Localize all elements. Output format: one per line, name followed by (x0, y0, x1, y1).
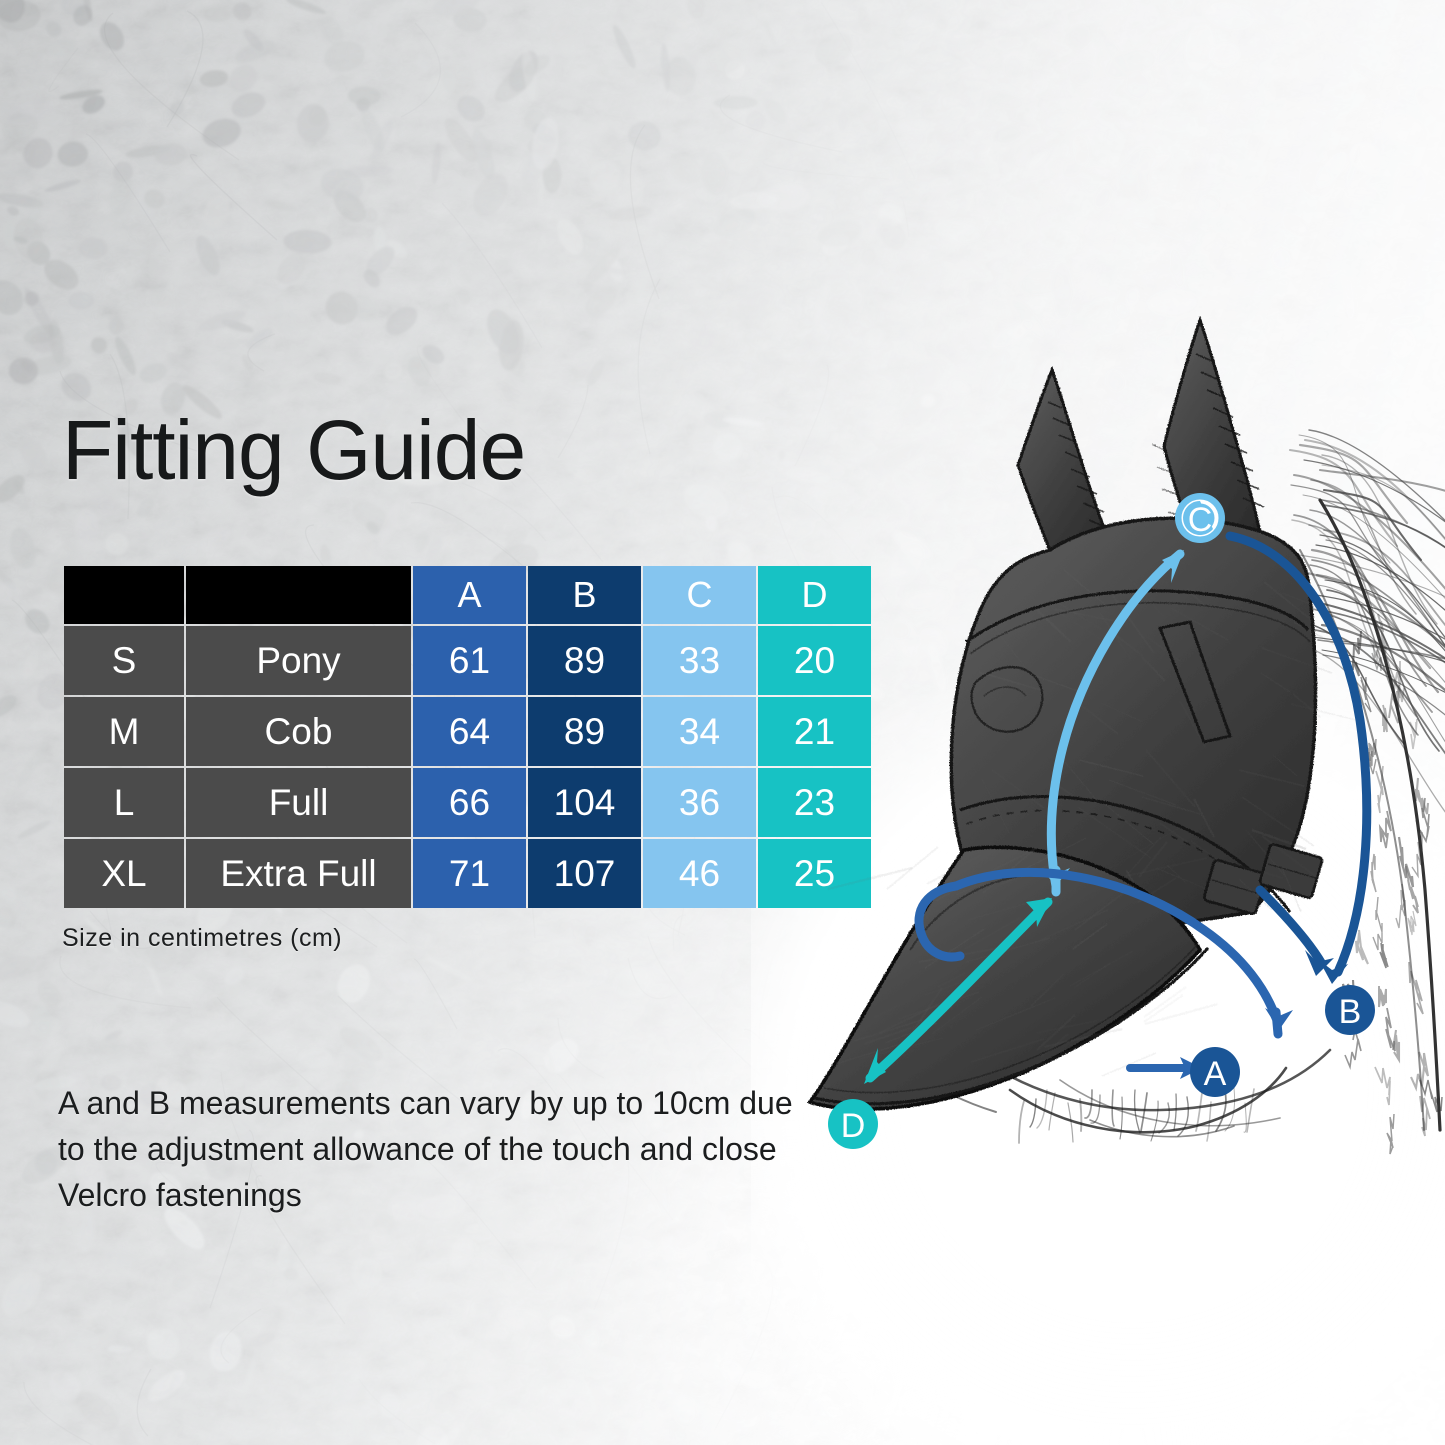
cell-size: S (64, 626, 184, 695)
cell-size: XL (64, 839, 184, 908)
header-measure-b: B (528, 566, 641, 624)
table-row: L Full 66 104 36 23 (64, 768, 871, 837)
marker-c: C (1175, 493, 1225, 543)
cell-d: 23 (758, 768, 871, 837)
cell-name: Extra Full (186, 839, 411, 908)
cell-c: 34 (643, 697, 756, 766)
measurement-line-b (1225, 531, 1372, 984)
velcro-tabs (1202, 843, 1324, 915)
header-blank-name (186, 566, 411, 624)
cell-d: 20 (758, 626, 871, 695)
cell-a: 64 (413, 697, 526, 766)
measurement-line-d (864, 897, 1053, 1084)
cell-size: L (64, 768, 184, 837)
measurement-line-a (914, 867, 1293, 1079)
horse-muzzle-sketch (1008, 1066, 1288, 1144)
cell-size: M (64, 697, 184, 766)
marker-d: D (828, 1099, 878, 1149)
table-row: XL Extra Full 71 107 46 25 (64, 839, 871, 908)
table-row: M Cob 64 89 34 21 (64, 697, 871, 766)
cell-name: Full (186, 768, 411, 837)
marker-a-label: A (1204, 1055, 1227, 1093)
cell-c: 46 (643, 839, 756, 908)
header-measure-d: D (758, 566, 871, 624)
marker-b-label: B (1339, 993, 1362, 1031)
marker-c-label: C (1188, 501, 1213, 539)
page-title: Fitting Guide (62, 403, 526, 497)
cell-b: 107 (528, 839, 641, 908)
cell-name: Cob (186, 697, 411, 766)
marker-a: A (1190, 1047, 1240, 1097)
cell-name: Pony (186, 626, 411, 695)
horse-mane (1288, 429, 1445, 813)
cell-d: 21 (758, 697, 871, 766)
mask-ear-left (1016, 365, 1114, 568)
header-measure-c: C (643, 566, 756, 624)
cell-a: 61 (413, 626, 526, 695)
marker-b: B (1325, 985, 1375, 1035)
cell-b: 104 (528, 768, 641, 837)
table-header-row: A B C D (64, 566, 871, 624)
header-measure-a: A (413, 566, 526, 624)
cell-c: 33 (643, 626, 756, 695)
header-blank-size (64, 566, 184, 624)
measurement-footnote: A and B measurements can vary by up to 1… (58, 1085, 793, 1213)
size-chart-table: A B C D S Pony 61 89 33 20 M Cob 64 89 3… (62, 564, 873, 910)
cell-b: 89 (528, 626, 641, 695)
cell-d: 25 (758, 839, 871, 908)
marker-d-label: D (841, 1107, 866, 1145)
horse-neck-hair (1341, 613, 1443, 1155)
table-row: S Pony 61 89 33 20 (64, 626, 871, 695)
cell-a: 66 (413, 768, 526, 837)
horse-fly-mask-illustration: C A B D (760, 250, 1445, 1155)
cell-a: 71 (413, 839, 526, 908)
table-units-note: Size in centimetres (cm) (62, 924, 343, 952)
cell-c: 36 (643, 768, 756, 837)
cell-b: 89 (528, 697, 641, 766)
